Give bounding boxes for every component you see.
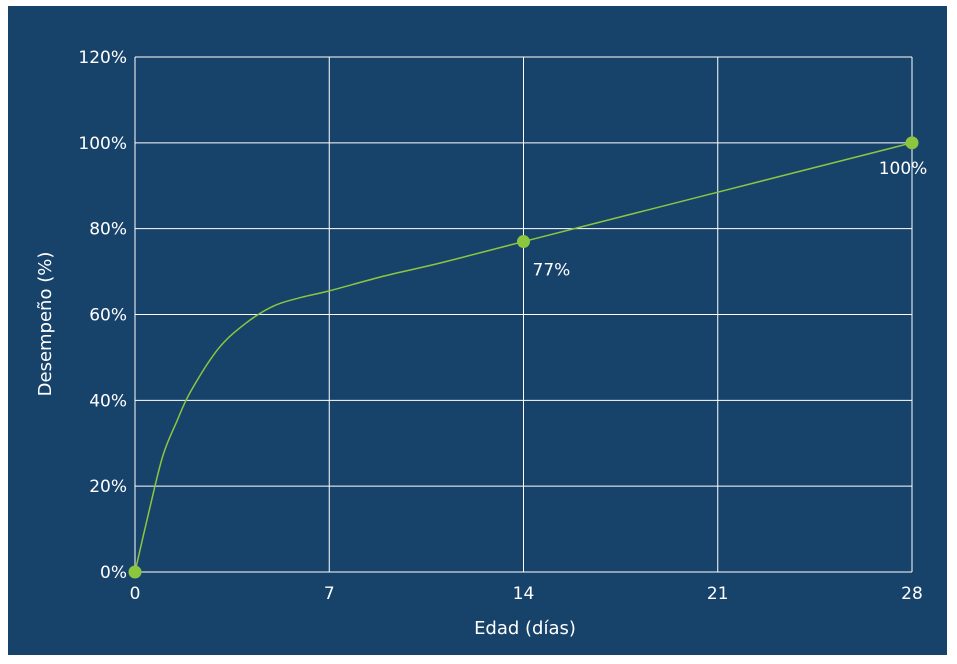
y-tick-label: 60%	[89, 306, 127, 326]
data-label-2: 100%	[879, 159, 928, 179]
x-axis-title: Edad (días)	[474, 618, 576, 639]
data-point-0	[128, 565, 142, 579]
y-tick-label: 40%	[89, 391, 127, 411]
x-tick-label: 7	[324, 584, 335, 604]
x-axis-ticks: 0 7 14 21 28	[130, 584, 923, 604]
x-tick-label: 28	[901, 584, 923, 604]
y-tick-label: 100%	[78, 134, 127, 154]
x-tick-label: 0	[130, 584, 141, 604]
data-markers	[128, 136, 919, 579]
series-line	[134, 142, 913, 573]
x-tick-label: 14	[513, 584, 535, 604]
chart-panel: 0% 20% 40% 60% 80% 100% 120% 0 7 14 21 28 77% 100% …	[8, 6, 947, 655]
data-point-1	[517, 235, 530, 249]
y-axis-ticks: 0% 20% 40% 60% 80% 100% 120%	[78, 48, 127, 583]
y-axis-title: Desempeño (%)	[35, 252, 56, 397]
y-tick-label: 80%	[89, 220, 127, 240]
y-tick-label: 0%	[100, 563, 127, 583]
data-labels: 77% 100%	[533, 159, 928, 281]
y-tick-label: 120%	[78, 48, 127, 68]
data-label-1: 77%	[533, 261, 571, 281]
data-point-2	[905, 136, 919, 150]
y-tick-label: 20%	[89, 477, 127, 497]
grid	[134, 56, 913, 573]
line-chart: 0%20%40%60%80%100%120% 0 7 14 21 28 77%100% …	[35, 48, 928, 639]
x-tick-label: 21	[707, 584, 729, 604]
